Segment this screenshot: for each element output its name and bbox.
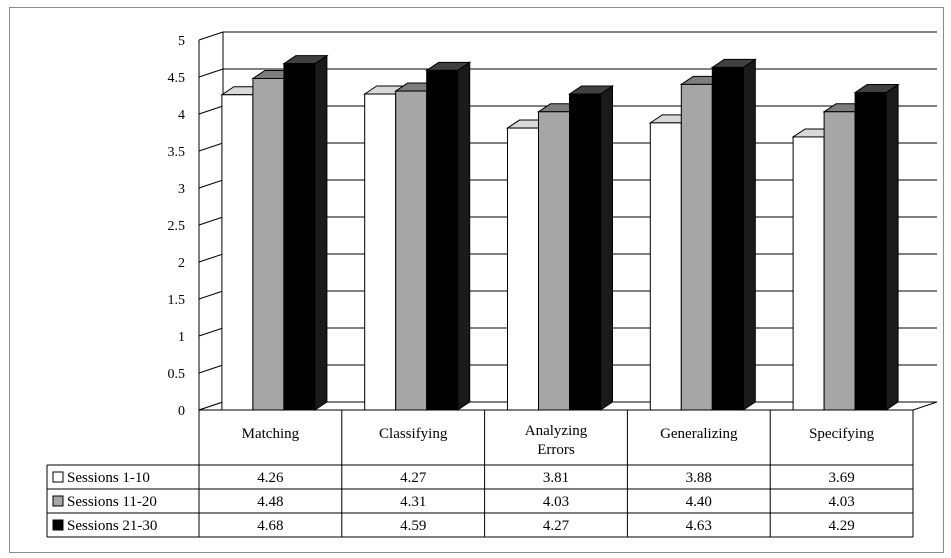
bar-sessions-11-20	[395, 90, 428, 411]
bar-sessions-11-20	[823, 111, 856, 411]
y-tick-label: 0	[178, 404, 185, 419]
legend-swatch	[52, 495, 64, 507]
gridline-side	[198, 327, 224, 337]
y-tick-label: 0.5	[168, 367, 186, 382]
bar-sessions-1-10	[792, 136, 825, 411]
bar-sessions-1-10	[507, 127, 539, 411]
bar-sessions-21-30	[569, 93, 601, 411]
gridline-side	[198, 31, 224, 41]
y-tick-label: 5	[178, 34, 185, 49]
gridline-side	[198, 68, 224, 78]
y-tick-label: 2	[178, 256, 185, 271]
gridline-side	[198, 216, 224, 226]
data-label: 4.27	[400, 470, 427, 486]
category-label: Classifying	[379, 426, 448, 442]
y-tick-label: 3	[178, 182, 185, 197]
data-label: 4.63	[686, 518, 712, 534]
data-label: 4.03	[828, 494, 854, 510]
data-label: 4.03	[543, 494, 569, 510]
bar-sessions-21-30	[854, 92, 887, 411]
bar-sessions-21-30	[283, 63, 316, 411]
data-label: 3.81	[543, 470, 569, 486]
chart-frame	[9, 7, 944, 553]
bar-sessions-11-20	[252, 77, 285, 411]
gridline-side	[198, 142, 224, 152]
data-label: 3.69	[828, 470, 854, 486]
bar-sessions-21-30	[711, 66, 744, 411]
category-label: Analyzing	[525, 423, 588, 439]
data-label: 4.68	[257, 518, 283, 534]
gridline-side	[198, 105, 224, 115]
bar-sessions-1-10	[649, 122, 682, 411]
category-label: Matching	[242, 426, 300, 442]
legend-label: Sessions 21-30	[67, 518, 157, 534]
bar-side	[600, 85, 613, 411]
gridline-side	[198, 290, 224, 300]
bar-sessions-1-10	[221, 94, 254, 411]
data-label: 4.27	[543, 518, 570, 534]
data-label: 4.59	[400, 518, 426, 534]
data-label: 4.29	[828, 518, 854, 534]
legend-label: Sessions 1-10	[67, 470, 150, 486]
data-label: 4.48	[257, 494, 283, 510]
gridline-side	[198, 253, 224, 263]
bar-sessions-1-10	[364, 93, 397, 411]
data-label: 4.26	[257, 470, 284, 486]
data-label: 4.40	[686, 494, 712, 510]
legend-label: Sessions 11-20	[67, 494, 157, 510]
bar-side	[742, 58, 756, 411]
bar-side	[457, 61, 471, 411]
gridline-side	[198, 179, 224, 189]
bar-side	[314, 54, 328, 411]
y-tick-label: 4	[178, 108, 185, 123]
data-label: 4.31	[400, 494, 426, 510]
bar-sessions-11-20	[680, 83, 713, 411]
bar-sessions-21-30	[426, 69, 459, 411]
legend-swatch	[52, 519, 64, 531]
y-tick-label: 1	[178, 330, 185, 345]
y-tick-label: 2.5	[168, 219, 186, 234]
legend-swatch	[52, 471, 64, 483]
y-tick-label: 4.5	[168, 71, 186, 86]
category-label: Specifying	[809, 426, 874, 442]
category-label: Generalizing	[660, 426, 738, 442]
bar-side	[885, 83, 899, 411]
y-tick-label: 1.5	[168, 293, 186, 308]
data-label: 3.88	[686, 470, 712, 486]
y-tick-label: 3.5	[168, 145, 186, 160]
gridline-side	[198, 364, 224, 374]
bar-sessions-11-20	[538, 111, 570, 411]
category-label: Errors	[537, 442, 575, 458]
